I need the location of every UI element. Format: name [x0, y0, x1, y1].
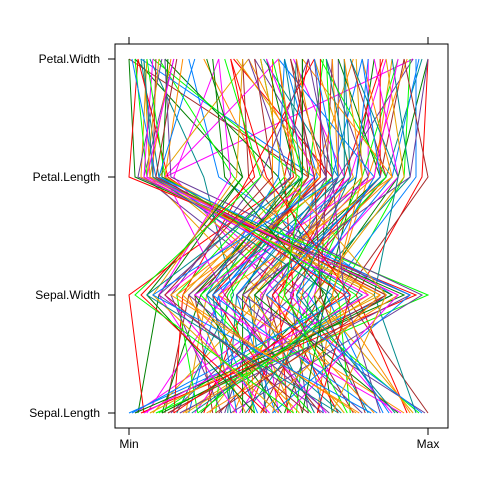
series-line-116 — [134, 58, 294, 414]
series-line-60 — [217, 58, 405, 414]
series-line-86 — [134, 58, 430, 414]
series-line-103 — [212, 58, 327, 414]
series-line-59 — [349, 58, 417, 414]
series-line-99 — [143, 58, 334, 414]
series-line-55 — [313, 58, 414, 414]
var-label-sepal-width: Sepal.Width — [35, 288, 100, 302]
series-line-107 — [290, 58, 366, 414]
series-line-108 — [307, 58, 381, 414]
series-line-117 — [164, 58, 309, 414]
series-line-10 — [182, 58, 369, 414]
series-line-40 — [316, 58, 408, 414]
series-line-121 — [151, 58, 372, 414]
series-line-97 — [155, 58, 388, 414]
series-line-98 — [164, 58, 424, 414]
series-line-115 — [152, 58, 279, 414]
series-line-54 — [355, 58, 429, 414]
series-line-119 — [146, 58, 339, 414]
series-line-21 — [218, 58, 318, 414]
series-line-80 — [175, 58, 357, 414]
series-line-49 — [301, 58, 411, 414]
series-line-111 — [265, 58, 423, 414]
series-line-68 — [170, 58, 309, 414]
series-line-14 — [203, 58, 333, 414]
series-line-104 — [230, 58, 351, 414]
series-line-3 — [134, 58, 244, 414]
series-line-24 — [248, 58, 309, 414]
series-line-5 — [143, 58, 265, 414]
x-tick-label-max: Max — [417, 437, 440, 451]
panel-border — [114, 43, 449, 429]
series-line-51 — [325, 59, 417, 414]
series-line-106 — [272, 58, 348, 414]
var-label-petal-length: Petal.Length — [33, 170, 100, 184]
x-tick-label-min: Min — [119, 437, 138, 451]
series-line-34 — [277, 58, 384, 414]
series-line-101 — [158, 58, 412, 414]
var-label-sepal-length: Sepal.Length — [29, 406, 100, 420]
series-line-110 — [331, 58, 411, 414]
series-lines — [128, 58, 430, 414]
series-line-96 — [146, 58, 358, 414]
series-line-4 — [128, 58, 295, 414]
series-line-105 — [260, 58, 387, 414]
var-label-petal-width: Petal.Width — [39, 52, 100, 66]
series-line-39 — [253, 58, 423, 414]
